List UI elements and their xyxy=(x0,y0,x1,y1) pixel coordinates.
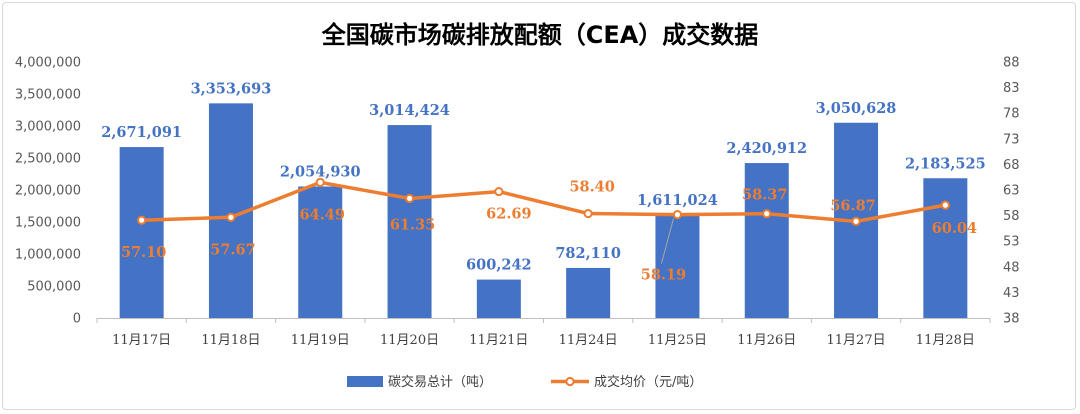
x-tick-label: 11月25日 xyxy=(648,333,707,348)
x-tick-label: 11月18日 xyxy=(201,333,260,348)
bars-layer xyxy=(119,103,968,318)
price-line xyxy=(139,180,948,224)
bar-value-label: 2,671,091 xyxy=(101,124,182,141)
x-tick-label: 11月19日 xyxy=(291,333,350,348)
price-marker-2 xyxy=(226,212,236,222)
y-left-tick-label: 1,500,000 xyxy=(15,216,81,231)
legend-label-price: 成交均价（元/吨） xyxy=(594,374,702,390)
line-layer xyxy=(137,177,950,226)
y-right-tick-label: 63 xyxy=(1003,184,1020,199)
bar-value-label: 782,110 xyxy=(555,245,621,262)
y-left-tick-label: 0 xyxy=(73,312,81,327)
price-value-label: 64.49 xyxy=(300,206,345,223)
x-tick-label: 11月20日 xyxy=(380,333,439,348)
y-right-tick-label: 58 xyxy=(1003,209,1020,224)
x-tick-label: 11月24日 xyxy=(559,333,618,348)
price-value-label: 58.40 xyxy=(569,179,614,196)
price-label-leader-line xyxy=(660,218,674,264)
y-left-tick-label: 2,500,000 xyxy=(15,152,81,167)
bar-value-label: 2,054,930 xyxy=(280,163,361,180)
y-right-tick-label: 78 xyxy=(1003,107,1020,122)
price-value-label: 62.69 xyxy=(486,206,531,223)
y-left-tick-label: 2,000,000 xyxy=(15,184,81,199)
x-tick-label: 11月28日 xyxy=(916,333,975,348)
legend: 碳交易总计（吨） 成交均价（元/吨） xyxy=(347,374,702,390)
price-marker-3 xyxy=(315,177,325,187)
y-left-tick-label: 1,000,000 xyxy=(15,248,81,263)
legend-swatch-price-marker xyxy=(565,376,575,387)
price-value-label: 56.87 xyxy=(830,197,875,214)
price-value-label: 60.04 xyxy=(932,220,977,237)
bar-1 xyxy=(119,147,164,318)
bar-value-label: 2,420,912 xyxy=(726,140,807,157)
y-right-tick-label: 48 xyxy=(1003,260,1020,275)
y-right-tick-label: 38 xyxy=(1003,312,1020,327)
price-value-label: 61.35 xyxy=(390,216,435,233)
bar-8 xyxy=(744,163,789,318)
price-marker-10 xyxy=(940,200,950,210)
bar-7 xyxy=(655,214,700,318)
bar-value-label: 3,353,693 xyxy=(191,80,272,97)
axes-layer: 11月17日 11月18日 11月19日 11月20日 11月21日 11月24日 11月2… xyxy=(15,56,1020,349)
chart-title: 全国碳市场碳排放配额（CEA）成交数据 xyxy=(321,21,759,49)
x-tick-label: 11月17日 xyxy=(112,333,171,348)
bar-value-label: 1,611,024 xyxy=(637,192,718,209)
bar-10 xyxy=(923,178,968,318)
bar-value-label: 2,183,525 xyxy=(905,155,986,172)
price-marker-7 xyxy=(672,210,683,220)
legend-label-volume: 碳交易总计（吨） xyxy=(388,374,492,390)
bar-5 xyxy=(476,279,521,318)
y-right-tick-label: 88 xyxy=(1003,56,1020,71)
price-marker-6 xyxy=(583,208,593,219)
price-marker-4 xyxy=(404,193,415,204)
labels-layer: 2,671,091 3,353,693 2,054,930 3,014,424 600,… xyxy=(101,80,985,283)
x-tick-label: 11月27日 xyxy=(827,333,886,348)
y-right-tick-label: 73 xyxy=(1003,132,1020,147)
y-right-tick-label: 43 xyxy=(1003,286,1020,301)
price-marker-8 xyxy=(762,209,772,219)
bar-value-label: 600,242 xyxy=(466,257,532,274)
price-marker-9 xyxy=(851,216,861,226)
y-left-tick-label: 3,000,000 xyxy=(15,120,81,135)
price-value-label: 58.19 xyxy=(641,267,686,284)
price-value-label: 57.10 xyxy=(121,244,166,261)
bar-3 xyxy=(298,186,343,318)
y-left-tick-label: 4,000,000 xyxy=(15,56,81,71)
y-left-tick-label: 3,500,000 xyxy=(15,88,81,103)
bar-4 xyxy=(387,125,432,318)
price-value-label: 57.67 xyxy=(210,241,255,258)
y-right-tick-label: 83 xyxy=(1003,81,1020,96)
bar-6 xyxy=(566,267,611,318)
bar-value-label: 3,014,424 xyxy=(369,102,450,119)
price-value-label: 58.37 xyxy=(742,187,787,204)
y-left-tick-label: 500,000 xyxy=(27,280,81,295)
legend-swatch-volume xyxy=(347,376,383,387)
price-marker-1 xyxy=(137,215,147,225)
y-right-tick-label: 53 xyxy=(1003,235,1020,250)
x-tick-label: 11月26日 xyxy=(737,333,796,348)
x-tick-label: 11月21日 xyxy=(469,333,528,348)
bar-value-label: 3,050,628 xyxy=(816,100,897,117)
price-marker-5 xyxy=(494,186,504,197)
y-right-tick-label: 68 xyxy=(1003,158,1020,173)
